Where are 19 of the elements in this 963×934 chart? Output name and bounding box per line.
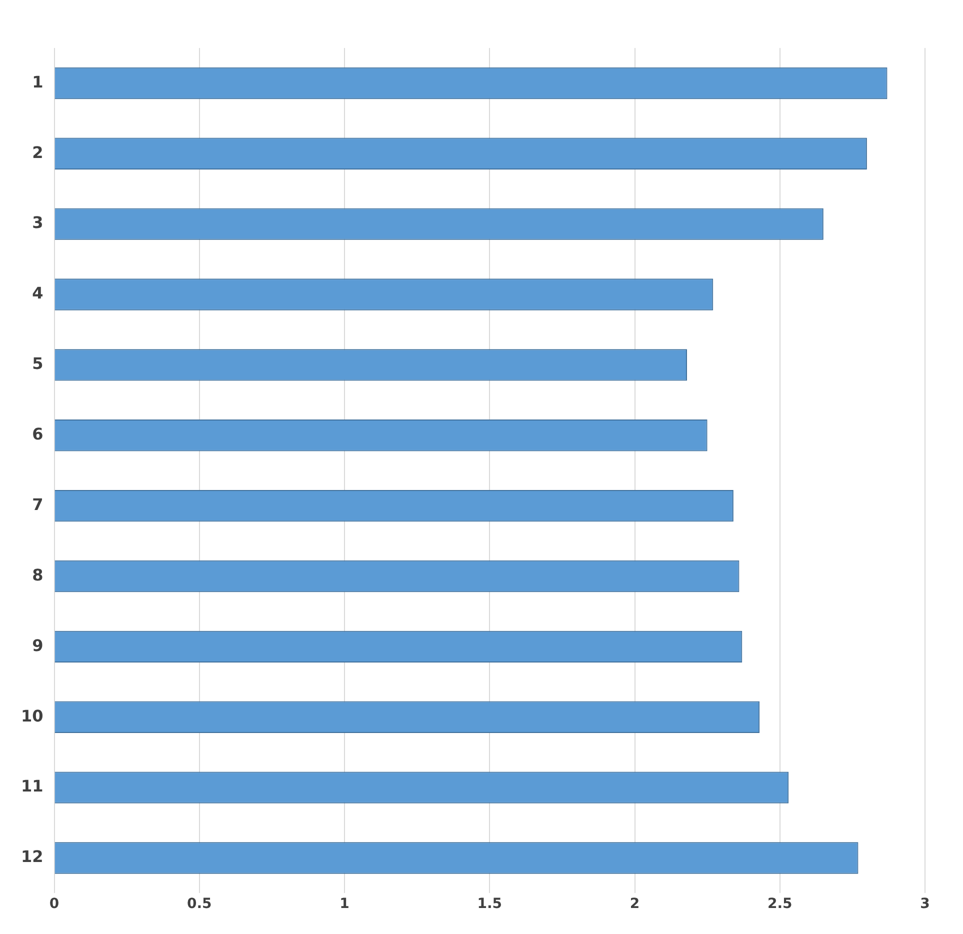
x-tick-label: 0.5: [186, 896, 212, 912]
y-tick-label: 2: [32, 142, 44, 162]
y-tick-label: 9: [32, 636, 44, 655]
y-tick-label: 1: [32, 72, 44, 92]
x-tick-label: 2.5: [767, 896, 792, 912]
y-tick-label: 12: [21, 847, 44, 866]
x-tick-label: 3: [920, 896, 930, 912]
y-tick-label: 4: [32, 284, 44, 303]
y-tick-label: 7: [32, 494, 44, 514]
x-tick-label: 0: [49, 896, 60, 912]
x-tick-label: 1: [340, 896, 350, 912]
y-tick-label: 10: [21, 706, 44, 726]
x-tick-label: 1.5: [477, 896, 502, 912]
y-tick-label: 5: [32, 354, 44, 374]
y-tick-label: 3: [32, 213, 44, 232]
y-tick-label: 11: [21, 776, 44, 796]
y-tick-label: 6: [32, 424, 44, 444]
y-tick-label: 8: [32, 565, 44, 584]
x-tick-label: 2: [630, 896, 640, 912]
